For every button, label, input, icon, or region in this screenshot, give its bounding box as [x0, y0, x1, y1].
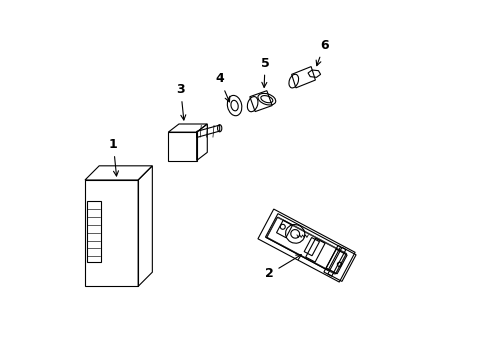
Text: 5: 5 [260, 57, 269, 87]
Text: 4: 4 [215, 72, 229, 102]
Text: 6: 6 [316, 39, 328, 66]
Text: 2: 2 [264, 255, 301, 280]
Text: 3: 3 [176, 83, 185, 120]
Text: 1: 1 [109, 138, 118, 176]
